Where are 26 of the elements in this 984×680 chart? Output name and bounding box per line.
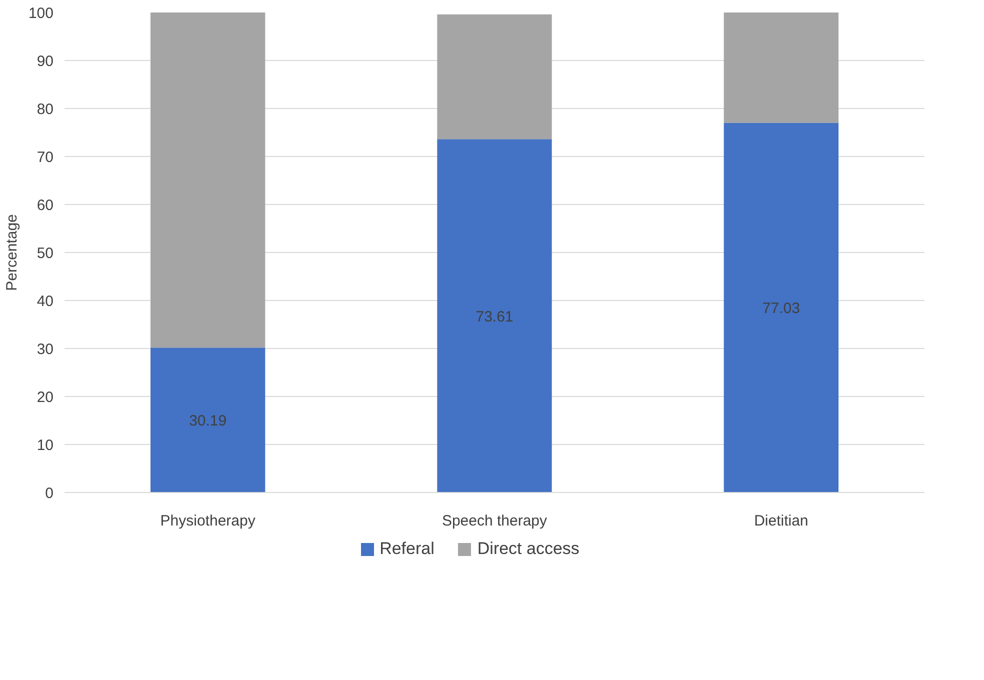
x-tick-label: Dietitian	[754, 512, 808, 530]
y-tick-label: 80	[36, 101, 54, 118]
data-label: 77.03	[762, 300, 800, 318]
y-tick-label: 50	[36, 245, 54, 262]
y-tick-label: 0	[45, 485, 54, 502]
y-tick-label: 10	[36, 437, 54, 454]
y-tick-label: 60	[36, 197, 54, 214]
bar	[724, 122, 838, 492]
bar	[150, 348, 266, 492]
x-tick-label: Speech therapy	[442, 512, 548, 530]
y-tick-label: 20	[36, 389, 54, 406]
bar	[437, 139, 552, 492]
bar	[437, 14, 552, 140]
y-tick-label: 100	[28, 5, 54, 22]
y-tick-label: 40	[36, 293, 54, 310]
y-tick-label: 70	[36, 149, 54, 166]
data-label: 73.61	[476, 308, 514, 326]
bar	[150, 12, 266, 348]
y-axis-title: Percentage	[3, 214, 20, 291]
x-tick-label: Physiotherapy	[160, 512, 256, 530]
y-tick-label: 30	[36, 341, 54, 358]
legend-label: Direct access	[477, 538, 580, 560]
y-tick-label: 90	[36, 53, 54, 70]
data-label: 30.19	[189, 412, 227, 430]
legend-label: Referal	[380, 538, 434, 560]
bar	[724, 12, 838, 123]
